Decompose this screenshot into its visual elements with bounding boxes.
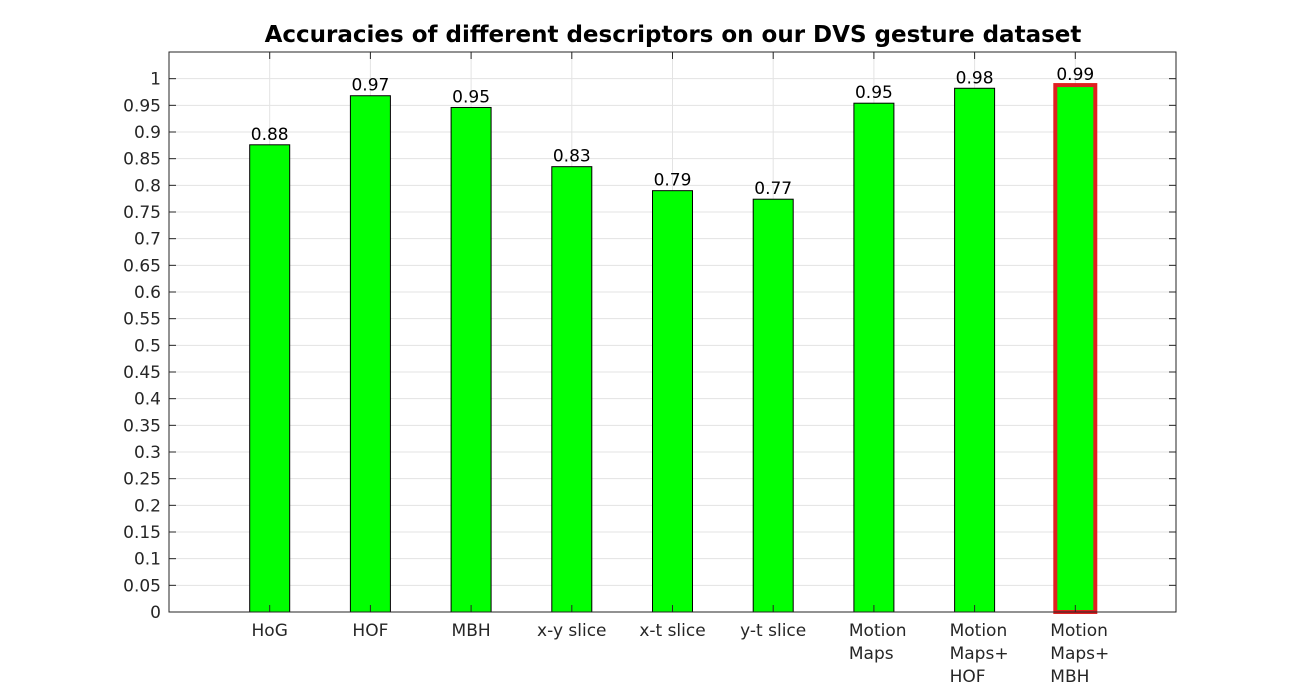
bar-2 <box>450 106 492 613</box>
y-tick-label: 0.35 <box>123 416 161 436</box>
data-label: 0.79 <box>654 171 692 191</box>
x-tick-label-line: x-y slice <box>537 621 606 641</box>
bar-8 <box>1053 83 1098 615</box>
x-tick-label: MBH <box>452 621 491 641</box>
bar-6 <box>853 102 895 613</box>
y-tick-label: 0.95 <box>123 96 161 116</box>
y-tick-label: 0.4 <box>134 390 161 410</box>
y-tick-label: 0.1 <box>134 550 161 570</box>
plot-area-border <box>168 51 1177 613</box>
y-tick-label: 0 <box>150 603 161 623</box>
x-tick-label: HOF <box>352 621 388 641</box>
x-tick-label-line: Maps+ <box>950 644 1009 664</box>
x-tick-label-line: x-t slice <box>639 621 705 641</box>
data-label: 0.97 <box>351 76 389 96</box>
x-tick-label: Motion Maps+ HOF <box>950 621 1009 687</box>
x-tick-label-line: Motion <box>849 621 907 641</box>
y-tick-label: 0.45 <box>123 363 161 383</box>
x-tick-label: y-t slice <box>740 621 806 641</box>
y-axis-ticks: 0 0.05 0.1 0.15 0.2 0.25 0.3 0.35 0.4 0.45 0.5 0.55… <box>123 70 1176 623</box>
y-tick-label: 0.25 <box>123 470 161 490</box>
bar-1 <box>349 95 391 613</box>
x-tick-label: x-t slice <box>639 621 705 641</box>
bar-3 <box>551 166 593 613</box>
y-tick-label: 0.7 <box>134 230 161 250</box>
y-tick-label: 1 <box>150 70 161 90</box>
y-tick-label: 0.6 <box>134 283 161 303</box>
y-tick-label: 0.3 <box>134 443 161 463</box>
x-tick-label-line: HoG <box>252 621 288 641</box>
data-label: 0.83 <box>553 147 591 167</box>
x-tick-label-line: Motion <box>950 621 1008 641</box>
x-tick-label-line: HOF <box>950 667 986 687</box>
x-tick-label-line: Maps <box>849 644 894 664</box>
x-tick-label: HoG <box>252 621 288 641</box>
x-tick-label-line: HOF <box>352 621 388 641</box>
data-label: 0.88 <box>251 125 289 145</box>
y-tick-label: 0.15 <box>123 523 161 543</box>
y-tick-label: 0.85 <box>123 150 161 170</box>
y-tick-label: 0.8 <box>134 176 161 196</box>
y-tick-label: 0.55 <box>123 310 161 330</box>
data-label: 0.77 <box>754 179 792 199</box>
x-tick-label-line: MBH <box>452 621 491 641</box>
y-tick-label: 0.05 <box>123 576 161 596</box>
bar-0 <box>249 144 291 613</box>
bar-5 <box>752 198 794 613</box>
data-label: 0.98 <box>956 68 994 88</box>
y-tick-label: 0.65 <box>123 256 161 276</box>
x-tick-label: x-y slice <box>537 621 606 641</box>
data-label: 0.95 <box>452 87 490 107</box>
x-tick-label: Motion Maps+ MBH <box>1050 621 1109 687</box>
x-tick-label-line: MBH <box>1050 667 1089 687</box>
chart-title: Accuracies of different descriptors on o… <box>265 22 1082 48</box>
x-tick-label-line: Maps+ <box>1050 644 1109 664</box>
data-label: 0.99 <box>1056 65 1094 85</box>
bars <box>249 83 1098 615</box>
x-tick-label-line: Motion <box>1050 621 1108 641</box>
data-label: 0.95 <box>855 83 893 103</box>
bar-7 <box>954 87 996 613</box>
bar-4 <box>652 190 693 613</box>
data-labels: 0.88 0.97 0.95 0.83 0.79 0.77 0.95 0.98 0.99 <box>251 65 1094 199</box>
y-tick-label: 0.5 <box>134 336 161 356</box>
y-tick-label: 0.75 <box>123 203 161 223</box>
y-tick-label: 0.2 <box>134 496 161 516</box>
x-axis-ticks: HoG HOF MBH x-y slice x-t slice y-t slice Moti… <box>252 52 1109 687</box>
y-tick-label: 0.9 <box>134 123 161 143</box>
x-tick-label-line: y-t slice <box>740 621 806 641</box>
x-tick-label: Motion Maps <box>849 621 907 664</box>
